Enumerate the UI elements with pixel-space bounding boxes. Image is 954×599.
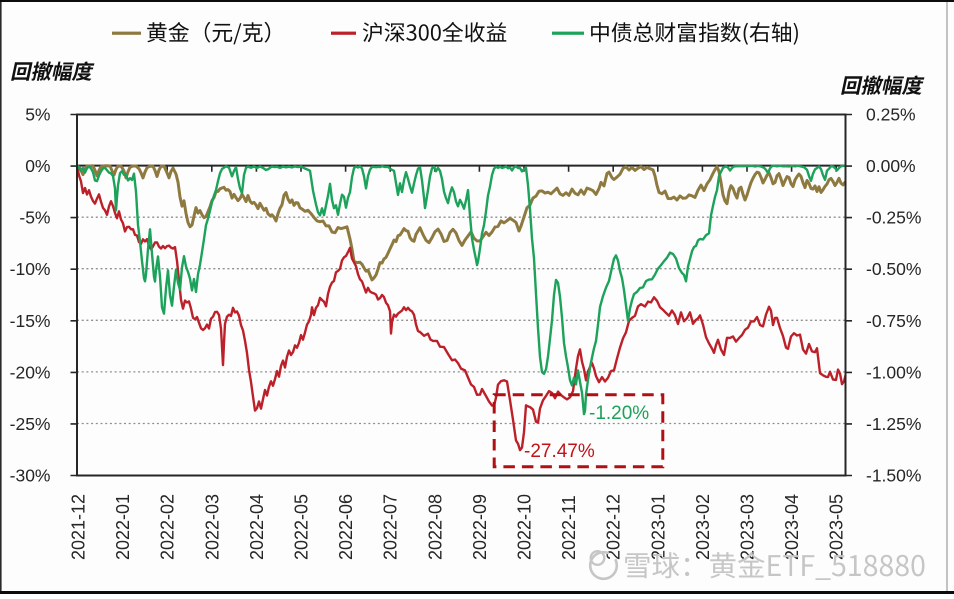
svg-text:5%: 5% xyxy=(25,105,50,125)
svg-text:-0.25%: -0.25% xyxy=(866,208,921,228)
svg-text:2023-02: 2023-02 xyxy=(693,494,713,560)
svg-text:-27.47%: -27.47% xyxy=(524,441,595,462)
svg-text:2022-02: 2022-02 xyxy=(158,494,178,560)
svg-text:0.00%: 0.00% xyxy=(866,156,916,176)
svg-text:2023-05: 2023-05 xyxy=(827,494,847,560)
svg-text:2023-01: 2023-01 xyxy=(648,494,668,560)
svg-text:-10%: -10% xyxy=(10,259,51,279)
svg-text:2022-04: 2022-04 xyxy=(247,494,267,560)
svg-text:-20%: -20% xyxy=(10,362,51,382)
svg-text:0%: 0% xyxy=(25,156,50,176)
svg-text:-0.50%: -0.50% xyxy=(866,259,921,279)
svg-text:-1.25%: -1.25% xyxy=(866,414,921,434)
svg-text:2022-12: 2022-12 xyxy=(604,494,624,560)
svg-text:2023-03: 2023-03 xyxy=(738,494,758,560)
svg-text:-5%: -5% xyxy=(19,208,50,228)
svg-text:2022-06: 2022-06 xyxy=(336,494,356,560)
svg-text:2022-03: 2022-03 xyxy=(202,494,222,560)
svg-text:-25%: -25% xyxy=(10,414,51,434)
svg-text:2021-12: 2021-12 xyxy=(69,494,89,560)
svg-text:-1.50%: -1.50% xyxy=(866,466,921,486)
svg-text:-1.00%: -1.00% xyxy=(866,362,921,382)
svg-text:2022-11: 2022-11 xyxy=(559,495,579,560)
svg-text:2022-09: 2022-09 xyxy=(470,494,490,560)
svg-text:-1.20%: -1.20% xyxy=(589,403,649,424)
svg-text:2023-04: 2023-04 xyxy=(782,494,802,560)
svg-text:2022-10: 2022-10 xyxy=(515,494,535,560)
svg-text:2022-01: 2022-01 xyxy=(113,494,133,560)
svg-text:2022-05: 2022-05 xyxy=(292,494,312,560)
svg-text:2022-08: 2022-08 xyxy=(425,494,445,560)
svg-text:-30%: -30% xyxy=(10,466,51,486)
svg-text:2022-07: 2022-07 xyxy=(381,494,401,560)
svg-text:-15%: -15% xyxy=(10,311,51,331)
svg-text:0.25%: 0.25% xyxy=(866,105,916,125)
svg-text:-0.75%: -0.75% xyxy=(866,311,921,331)
